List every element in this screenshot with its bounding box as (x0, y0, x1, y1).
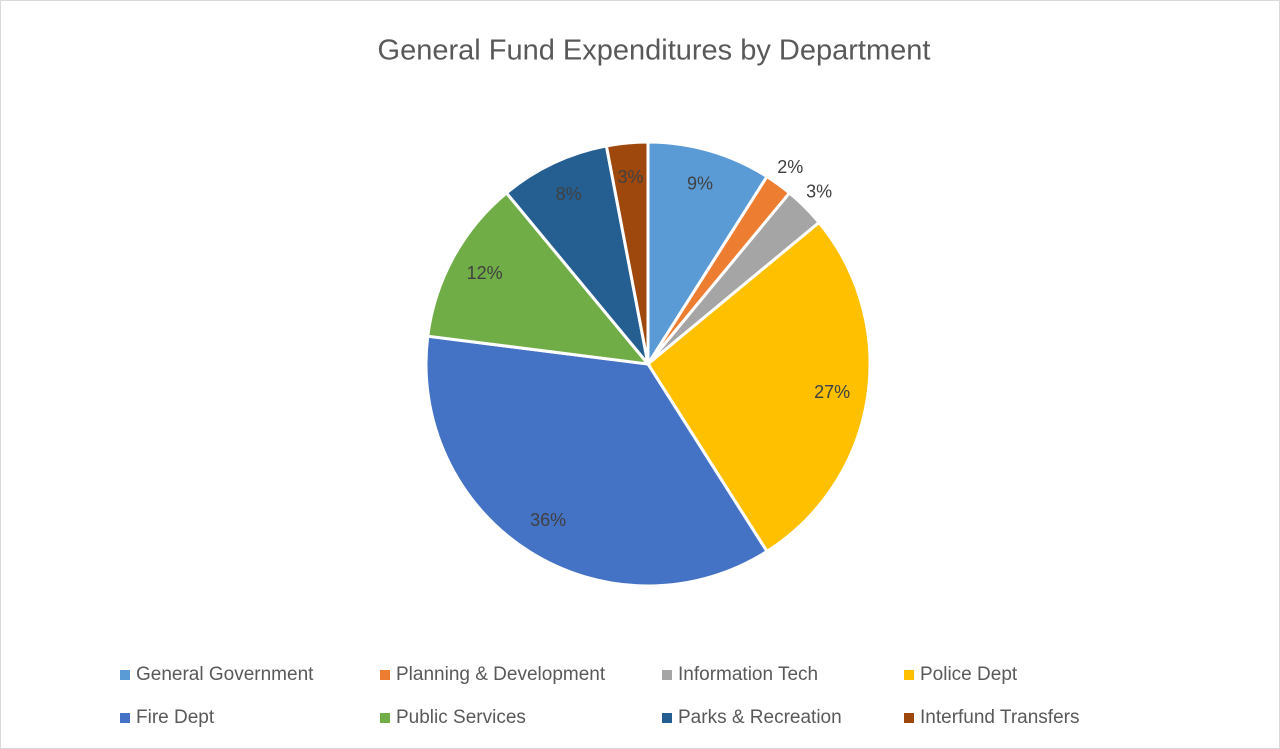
data-label: 36% (530, 510, 566, 530)
pie-slice (504, 144, 650, 365)
legend-swatch (380, 670, 390, 680)
legend-label: Public Services (396, 707, 526, 728)
legend-swatch (380, 713, 390, 723)
legend-label: Information Tech (678, 664, 818, 685)
legend-swatch (904, 713, 914, 723)
pie-slice (646, 220, 872, 554)
legend-label: Planning & Development (396, 664, 606, 685)
legend-label: General Government (136, 664, 314, 685)
legend-swatch (904, 670, 914, 680)
legend-label: Police Dept (920, 664, 1018, 685)
pie-slice (424, 334, 770, 588)
data-label: 2% (777, 157, 803, 177)
data-label: 9% (687, 174, 713, 194)
legend-label: Fire Dept (136, 707, 215, 728)
legend-label: Interfund Transfers (920, 707, 1079, 728)
legend-swatch (662, 670, 672, 680)
data-label: 3% (617, 167, 643, 187)
pie-slice (426, 190, 652, 366)
pie-slice (604, 140, 650, 365)
chart-title: General Fund Expenditures by Department (378, 35, 931, 67)
legend-swatch (120, 670, 130, 680)
pie-slice (646, 140, 770, 370)
data-label: 27% (814, 382, 850, 402)
legend-label: Parks & Recreation (678, 707, 842, 728)
data-label: 3% (806, 182, 832, 202)
data-label: 8% (556, 184, 582, 204)
legend-swatch (120, 713, 130, 723)
data-label: 12% (467, 263, 503, 283)
legend-swatch (662, 713, 672, 723)
